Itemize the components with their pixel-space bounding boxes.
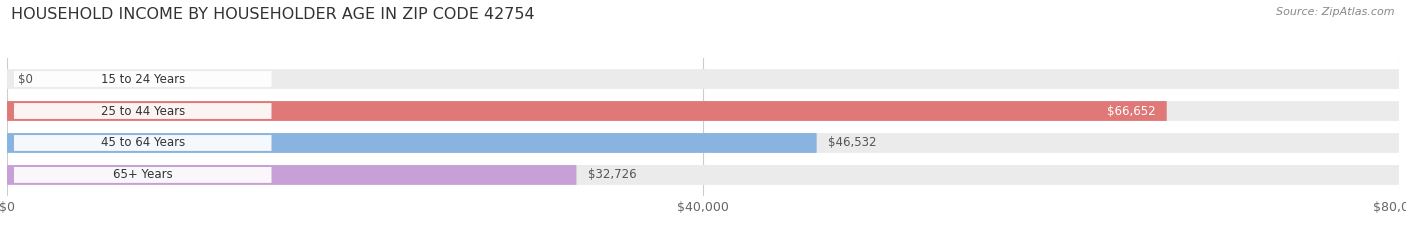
FancyBboxPatch shape: [7, 101, 1399, 121]
Text: 45 to 64 Years: 45 to 64 Years: [101, 137, 184, 150]
FancyBboxPatch shape: [7, 165, 1399, 185]
FancyBboxPatch shape: [14, 71, 271, 87]
FancyBboxPatch shape: [7, 133, 1399, 153]
FancyBboxPatch shape: [14, 103, 271, 119]
Text: 15 to 24 Years: 15 to 24 Years: [101, 72, 184, 86]
Text: 65+ Years: 65+ Years: [112, 168, 173, 182]
Text: HOUSEHOLD INCOME BY HOUSEHOLDER AGE IN ZIP CODE 42754: HOUSEHOLD INCOME BY HOUSEHOLDER AGE IN Z…: [11, 7, 534, 22]
Text: 25 to 44 Years: 25 to 44 Years: [101, 104, 184, 117]
FancyBboxPatch shape: [14, 135, 271, 151]
FancyBboxPatch shape: [7, 101, 1167, 121]
Text: $66,652: $66,652: [1107, 104, 1156, 117]
Text: $0: $0: [18, 72, 32, 86]
Text: $46,532: $46,532: [828, 137, 876, 150]
Text: $32,726: $32,726: [588, 168, 636, 182]
FancyBboxPatch shape: [7, 165, 576, 185]
FancyBboxPatch shape: [14, 167, 271, 183]
FancyBboxPatch shape: [7, 69, 1399, 89]
FancyBboxPatch shape: [7, 133, 817, 153]
Text: Source: ZipAtlas.com: Source: ZipAtlas.com: [1277, 7, 1395, 17]
